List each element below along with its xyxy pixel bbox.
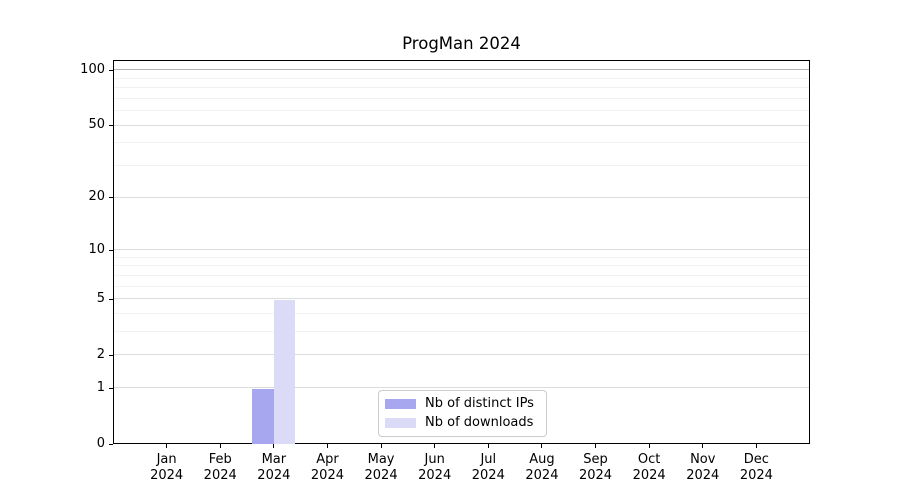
major-gridline (114, 196, 809, 198)
bar-nb-of-downloads (273, 299, 296, 444)
x-tick-year: 2024 (364, 467, 398, 483)
x-tick-year: 2024 (310, 467, 344, 483)
x-tick-mark (380, 444, 382, 448)
x-tick-year: 2024 (686, 467, 720, 483)
x-tick-month: Mar (261, 452, 287, 467)
major-gridline (114, 249, 809, 251)
x-tick-month: Apr (316, 452, 339, 467)
x-tick-year: 2024 (632, 467, 666, 483)
x-tick-label: Feb 2024 (193, 452, 247, 483)
x-tick-month: Feb (208, 452, 232, 467)
x-tick-label: Jun 2024 (408, 452, 462, 483)
y-tick-mark (109, 125, 113, 127)
x-tick-year: 2024 (150, 467, 184, 483)
minor-gridline (114, 97, 809, 99)
x-tick-label: Mar 2024 (247, 452, 301, 483)
x-tick-mark (755, 444, 757, 448)
major-gridline (114, 124, 809, 126)
x-tick-mark (273, 444, 275, 448)
x-tick-month: Nov (690, 452, 716, 467)
x-tick-label: Jul 2024 (461, 452, 515, 483)
y-tick-label: 2 (96, 346, 105, 362)
x-tick-label: Jan 2024 (140, 452, 194, 483)
minor-gridline (114, 331, 809, 333)
x-tick-year: 2024 (739, 467, 773, 483)
y-tick-label: 5 (96, 290, 105, 306)
bar-nb-of-distinct-ips (252, 388, 274, 444)
y-tick-mark (109, 249, 113, 251)
major-gridline (114, 354, 809, 356)
bars-layer (114, 61, 809, 444)
y-tick-label: 20 (88, 189, 105, 205)
legend-item: Nb of distinct IPs (385, 395, 546, 414)
x-tick-mark (434, 444, 436, 448)
y-tick-mark (109, 387, 113, 389)
x-tick-mark (595, 444, 597, 448)
y-tick-label: 0 (96, 436, 105, 451)
x-tick-month: Jun (424, 452, 445, 467)
x-tick-mark (702, 444, 704, 448)
x-tick-year: 2024 (203, 467, 237, 483)
x-tick-label: Nov 2024 (676, 452, 730, 483)
plot-area (113, 60, 810, 444)
x-tick-month: Dec (743, 452, 769, 467)
minor-gridline (114, 313, 809, 314)
x-tick-label: Dec 2024 (729, 452, 783, 483)
x-tick-mark (326, 444, 328, 448)
x-tick-month: Jan (156, 452, 177, 467)
x-tick-label: Aug 2024 (515, 452, 569, 483)
x-tick-year: 2024 (525, 467, 559, 483)
x-tick-label: Apr 2024 (300, 452, 354, 483)
y-tick-mark (109, 197, 113, 199)
x-tick-label: Oct 2024 (622, 452, 676, 483)
major-gridline (114, 387, 809, 389)
legend-label: Nb of distinct IPs (425, 396, 534, 411)
x-tick-year: 2024 (257, 467, 291, 483)
y-tick-label: 50 (88, 117, 105, 133)
minor-gridline (114, 77, 809, 79)
gridlines-layer (114, 61, 809, 443)
x-tick-year: 2024 (418, 467, 452, 483)
legend-label: Nb of downloads (425, 415, 534, 430)
x-tick-month: Sep (583, 452, 608, 467)
major-gridline (114, 298, 809, 300)
x-tick-mark (487, 444, 489, 448)
y-tick-mark (109, 444, 113, 445)
y-tick-mark (109, 354, 113, 356)
x-tick-month: Jul (480, 452, 497, 467)
x-tick-mark (166, 444, 168, 448)
legend-item: Nb of downloads (385, 414, 546, 433)
chart-title: ProgMan 2024 (402, 34, 521, 53)
x-tick-year: 2024 (471, 467, 505, 483)
minor-gridline (114, 274, 809, 276)
x-tick-mark (219, 444, 221, 448)
x-tick-month: Aug (529, 452, 555, 467)
y-tick-mark (109, 298, 113, 300)
x-tick-year: 2024 (578, 467, 613, 483)
y-tick-label: 1 (96, 379, 105, 395)
x-tick-label: May 2024 (354, 452, 408, 483)
minor-gridline (114, 142, 809, 144)
legend: Nb of distinct IPs Nb of downloads (378, 390, 547, 437)
minor-gridline (114, 165, 809, 167)
x-tick-mark (648, 444, 650, 448)
x-tick-mark (541, 444, 543, 448)
x-tick-month: Oct (637, 452, 661, 467)
major-gridline (114, 69, 809, 71)
minor-gridline (114, 256, 809, 258)
y-tick-label: 100 (80, 61, 105, 77)
minor-gridline (114, 110, 809, 112)
minor-gridline (114, 87, 809, 89)
x-tick-month: May (367, 452, 395, 467)
x-tick-label: Sep 2024 (569, 452, 623, 483)
legend-swatch (385, 418, 416, 428)
y-tick-mark (109, 69, 113, 71)
minor-gridline (114, 285, 809, 287)
legend-swatch (385, 399, 416, 409)
y-tick-label: 10 (88, 241, 105, 257)
minor-gridline (114, 265, 809, 267)
